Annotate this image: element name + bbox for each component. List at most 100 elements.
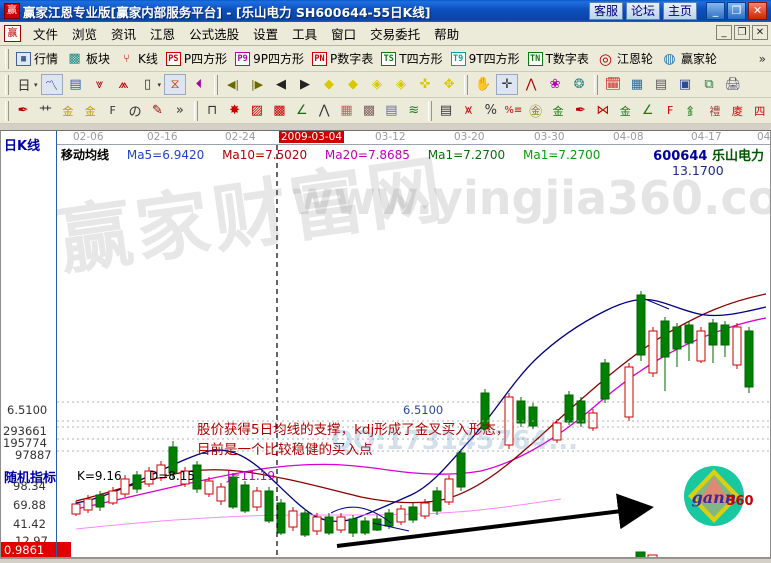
- zoom-horizontal-icon[interactable]: ◈: [372, 77, 383, 92]
- percent-fan-icon[interactable]: ⩙: [464, 103, 473, 118]
- ladder-2-icon[interactable]: 禮: [709, 104, 721, 118]
- forum-button[interactable]: 论坛: [626, 2, 660, 20]
- nav-toolbar-grip-4[interactable]: [594, 74, 599, 95]
- single-bar-chevron-down-icon[interactable]: ▾: [157, 81, 162, 89]
- pen-grid-icon[interactable]: ✎: [152, 103, 163, 118]
- fan-red-icon[interactable]: ✸: [229, 103, 240, 118]
- pen-red-icon[interactable]: ✒: [575, 103, 586, 118]
- nav-toolbar-grip-2[interactable]: [214, 74, 219, 95]
- toolbar-button-winner-wheel[interactable]: ◍ 赢家轮: [657, 49, 721, 68]
- draw-toolbar-grip-3[interactable]: [428, 100, 432, 121]
- flower-tool-icon[interactable]: ❀: [549, 77, 561, 92]
- toolbar-button-9p-square[interactable]: P9 9P四方形: [231, 49, 308, 68]
- grid-dark-icon[interactable]: ▩: [362, 103, 376, 118]
- toolbar-button-gann-wheel[interactable]: ◎ 江恩轮: [593, 49, 657, 68]
- chart-area[interactable]: 02-06 02-16 02-24 2009-03-04 03-12 03-20…: [0, 130, 771, 558]
- chevron-down-icon[interactable]: ▾: [34, 81, 38, 89]
- gann-gold-2-icon[interactable]: 金: [84, 104, 96, 118]
- gold-angle-icon[interactable]: 釒: [687, 104, 699, 118]
- report-icon[interactable]: ▤: [69, 77, 82, 92]
- spiral-icon[interactable]: の: [128, 105, 142, 120]
- indicator-9-icon[interactable]: ⩕: [118, 77, 129, 92]
- toolbar-button-9t-square[interactable]: T9 9T四方形: [447, 49, 524, 68]
- mdi-close-icon[interactable]: ✕: [752, 25, 768, 40]
- mdi-restore-icon[interactable]: ❐: [734, 25, 750, 40]
- customer-service-button[interactable]: 客服: [589, 2, 623, 20]
- single-bar-icon[interactable]: ▯: [143, 77, 152, 92]
- fan-tool-icon[interactable]: ⧖: [164, 74, 187, 95]
- gann-gold-1-icon[interactable]: 金: [62, 104, 74, 118]
- homepage-button[interactable]: 主页: [663, 2, 697, 20]
- brain-tool-icon[interactable]: ❂: [573, 77, 585, 92]
- close-icon[interactable]: ✕: [748, 2, 767, 20]
- nav-toolbar-grip-3[interactable]: [464, 74, 469, 95]
- period-day-button[interactable]: 日: [17, 79, 31, 94]
- gold-2-icon[interactable]: 金: [619, 104, 631, 118]
- zoom-vertical-icon[interactable]: ✜: [419, 77, 431, 92]
- draw-overflow-chevron[interactable]: »: [175, 103, 184, 118]
- grid-red-icon[interactable]: ▦: [340, 103, 353, 118]
- menu-item-help[interactable]: 帮助: [434, 27, 460, 42]
- zoom-both-icon[interactable]: ◈: [396, 77, 407, 92]
- rect-tool-icon[interactable]: ⊓: [207, 103, 218, 118]
- copy-chart-icon[interactable]: ⧉: [704, 77, 714, 92]
- toolbar-button-quotes[interactable]: ▦ 行情: [12, 49, 62, 68]
- menu-item-news[interactable]: 资讯: [111, 27, 137, 42]
- nav-toolbar-grip[interactable]: [5, 74, 9, 95]
- calculator-icon[interactable]: ▦: [630, 77, 644, 92]
- toolbar-grip[interactable]: [5, 48, 9, 69]
- toolbar-button-p-square[interactable]: PS P四方形: [162, 49, 231, 68]
- overlay-indicator-icon[interactable]: 〽: [40, 74, 63, 95]
- fan-red-2-icon[interactable]: ⋈: [596, 103, 610, 118]
- four-lines-icon[interactable]: 四: [754, 104, 766, 118]
- draw-toolbar-grip[interactable]: [5, 100, 9, 121]
- f-lines-icon[interactable]: F: [666, 104, 674, 117]
- notes-icon[interactable]: ▤: [654, 77, 668, 92]
- page-left-icon[interactable]: ◀: [276, 77, 287, 92]
- zigzag-icon[interactable]: ⋀: [318, 103, 330, 118]
- toolbar-overflow-chevron[interactable]: »: [758, 51, 766, 66]
- mdi-minimize-icon[interactable]: _: [716, 25, 732, 40]
- menu-item-browse[interactable]: 浏览: [72, 27, 98, 42]
- shift-right-icon[interactable]: ◆: [348, 77, 359, 92]
- menu-item-window[interactable]: 窗口: [331, 27, 357, 42]
- angle-lines-icon[interactable]: ∠: [295, 103, 308, 118]
- menu-item-settings[interactable]: 设置: [253, 27, 279, 42]
- menu-item-formula-stock[interactable]: 公式选股: [189, 27, 240, 42]
- menu-item-trade[interactable]: 交易委托: [370, 27, 421, 42]
- menu-item-tools[interactable]: 工具: [292, 27, 318, 42]
- calendar-icon[interactable]: 🗓: [604, 77, 622, 92]
- wave-tool-icon[interactable]: ≋: [408, 103, 420, 118]
- gann-net-icon[interactable]: ▩: [273, 103, 286, 118]
- toolbar-button-p-number-table[interactable]: PN P数字表: [308, 49, 377, 68]
- save-chart-icon[interactable]: ▣: [678, 77, 692, 92]
- angle-2-icon[interactable]: ∠: [641, 103, 654, 118]
- toolbar-button-kline[interactable]: ⑂ K线: [114, 49, 162, 68]
- toolbar-button-t-number-table[interactable]: TN T数字表: [524, 49, 593, 68]
- shift-left-icon[interactable]: ◆: [324, 77, 335, 92]
- gold-box-icon[interactable]: 庱: [731, 104, 743, 118]
- pen-tool-icon[interactable]: ✒: [17, 103, 29, 118]
- first-page-icon[interactable]: ◀|: [226, 78, 240, 91]
- grid-lines-icon[interactable]: 艹: [38, 105, 52, 120]
- draw-toolbar-grip-2[interactable]: [194, 100, 198, 121]
- maximize-icon[interactable]: ❐: [727, 2, 746, 20]
- grid-blue-icon[interactable]: ▤: [385, 103, 398, 118]
- gold-circle-icon[interactable]: ㊎: [529, 105, 543, 120]
- ladder-tool-icon[interactable]: ▤: [439, 103, 453, 118]
- zoom-fit-icon[interactable]: ✥: [443, 77, 455, 92]
- menu-item-file[interactable]: 文件: [33, 27, 59, 42]
- page-right-icon[interactable]: ▶: [300, 77, 311, 92]
- toolbar-button-t-square[interactable]: TS T四方形: [377, 49, 446, 68]
- percent-icon[interactable]: %: [484, 103, 498, 118]
- print-chart-icon[interactable]: 🖨: [724, 77, 742, 92]
- gold-line-icon[interactable]: 金: [552, 104, 564, 118]
- minimize-icon[interactable]: _: [706, 2, 725, 20]
- gann-f-icon[interactable]: F: [109, 104, 116, 117]
- crosshair-tool-icon[interactable]: ✛: [496, 74, 519, 95]
- percent-line-icon[interactable]: %≡: [504, 105, 523, 116]
- color-flag-icon[interactable]: ⏴: [195, 77, 203, 92]
- indicator-3-icon[interactable]: ⩔: [95, 77, 104, 92]
- toolbar-button-sectors[interactable]: ▩ 板块: [62, 49, 114, 68]
- last-page-icon[interactable]: |▶: [250, 78, 264, 91]
